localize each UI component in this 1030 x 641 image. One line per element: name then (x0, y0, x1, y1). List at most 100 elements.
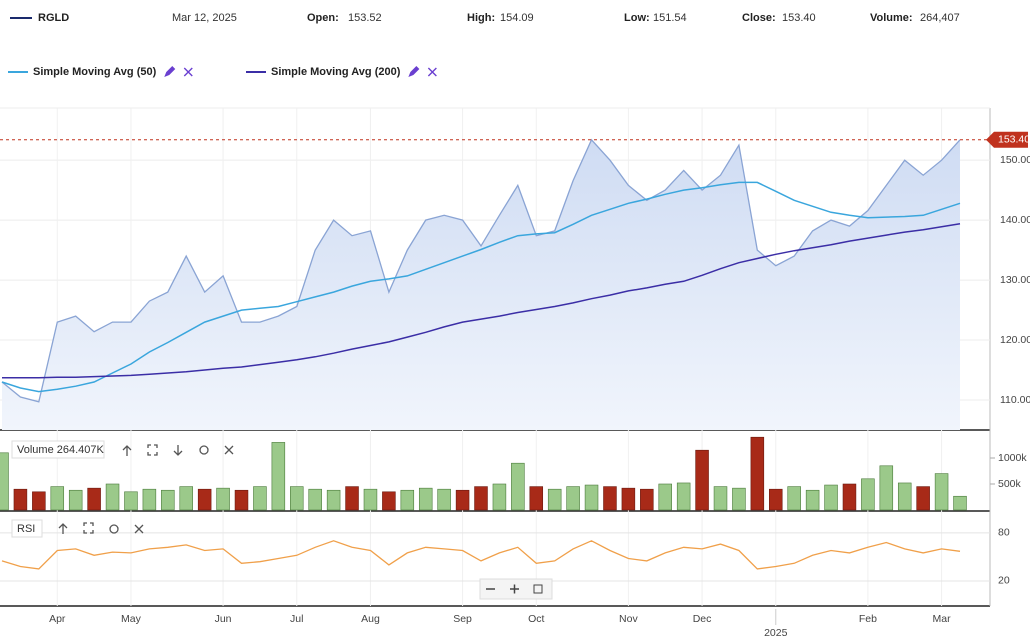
y-tick-label: 150.00 (1000, 154, 1030, 166)
volume-bar (695, 449, 709, 511)
price-line (1, 138, 961, 403)
volume-bar (437, 488, 451, 511)
y-tick-label: 80 (998, 527, 1010, 539)
remove-icon[interactable] (427, 67, 437, 77)
volume-bar (345, 486, 359, 511)
x-tick-label: Nov (619, 613, 638, 625)
volume-bar (382, 491, 396, 511)
y-tick-label: 20 (998, 575, 1010, 587)
volume-bar (492, 483, 507, 511)
volume-bar (584, 484, 599, 511)
volume-bar (805, 489, 820, 511)
volume-bar (547, 488, 562, 511)
stat-value: 151.54 (653, 12, 687, 24)
last-price-tag (986, 131, 1028, 148)
rsi-toolbar[interactable] (58, 522, 144, 534)
volume-bar (640, 488, 654, 511)
x-tick-label: Jul (290, 613, 303, 625)
date: Mar 12, 2025 (172, 12, 237, 24)
volume-bar (142, 488, 157, 511)
volume-bar (953, 495, 967, 511)
volume-bar (308, 488, 322, 511)
volume-bar (732, 487, 746, 511)
volume-bar (87, 487, 101, 511)
volume-bar (161, 489, 175, 511)
y-tick-label: 140.00 (1000, 214, 1030, 226)
volume-bar (750, 436, 765, 511)
x-tick-label: Dec (693, 613, 712, 625)
volume-bar (934, 473, 949, 511)
y-tick-label: 110.00 (1000, 394, 1030, 406)
volume-bar (769, 488, 783, 511)
volume-bar (879, 465, 894, 511)
x-tick-label: Sep (453, 613, 472, 625)
volume-bar (603, 486, 617, 511)
remove-icon[interactable] (183, 67, 193, 77)
volume-bar (105, 483, 120, 511)
volume-bar (363, 488, 378, 511)
edit-icon[interactable] (164, 66, 176, 77)
volume-bar (713, 486, 728, 511)
moving-average-line (1, 181, 961, 393)
volume-bar (787, 486, 801, 511)
zoom-controls[interactable] (479, 578, 553, 600)
rsi-title: RSI (17, 523, 35, 535)
volume-bar (197, 488, 212, 511)
volume-bar (566, 486, 580, 511)
volume-title: Volume 264.407K (17, 444, 105, 456)
volume-bar (658, 483, 672, 511)
stat-value: 153.52 (348, 12, 382, 24)
y-tick-label: 130.00 (1000, 274, 1030, 286)
x-tick-label: Mar (933, 613, 952, 625)
volume-bar (897, 482, 912, 511)
volume-bar (621, 487, 636, 511)
volume-bar (68, 489, 83, 511)
y-tick-label: 1000k (998, 452, 1027, 464)
volume-toolbar[interactable] (122, 444, 234, 456)
y-tick-label: 500k (998, 478, 1022, 490)
stat-label: Low: (624, 12, 650, 24)
volume-bar (253, 486, 267, 511)
volume-bar (271, 442, 286, 511)
volume-bar (455, 489, 470, 511)
volume-bar (216, 487, 230, 511)
moving-average-line (2, 222, 961, 379)
volume-bar (842, 483, 857, 511)
x-tick-label: Oct (528, 613, 544, 625)
rsi-line (1, 540, 961, 570)
plot: 110.00 120.00 130.00 140.00 150.00 Apr May Jun J… (0, 107, 1030, 639)
edit-icon[interactable] (408, 66, 420, 77)
volume-bar (824, 484, 838, 511)
legend-label: Simple Moving Avg (200) (271, 66, 401, 78)
volume-bar (290, 486, 304, 511)
volume-bar (511, 462, 525, 511)
y-tick-label: 120.00 (1000, 334, 1030, 346)
volume-bar (326, 489, 341, 511)
x-tick-label: May (121, 613, 142, 625)
volume-bar (234, 489, 249, 511)
stat-value: 264,407 (920, 12, 960, 24)
x-tick-label: 2025 (764, 627, 788, 639)
volume-bar (32, 491, 46, 511)
volume-bar (179, 486, 193, 511)
volume-label-bg (11, 440, 105, 459)
price-area (2, 139, 960, 431)
stat-label: Volume: (870, 12, 913, 24)
volume-bar (418, 487, 433, 511)
legend-label: Simple Moving Avg (50) (33, 66, 157, 78)
volume-bar (400, 489, 415, 511)
x-tick-label: Aug (361, 613, 380, 625)
legend: Simple Moving Avg (50) Simple Moving Avg … (8, 66, 437, 78)
stat-label: Close: (742, 12, 776, 24)
volume-bar (916, 486, 930, 511)
last-price-label: 153.40 (998, 134, 1030, 146)
volume-bar (13, 488, 28, 511)
volume-bar (124, 491, 138, 511)
symbol: RGLD (38, 12, 69, 24)
stat-label: Open: (307, 12, 339, 24)
x-tick-label: Jun (215, 613, 232, 625)
x-tick-label: Feb (859, 613, 877, 625)
volume-bar (474, 486, 488, 511)
x-tick-label: Apr (49, 613, 66, 625)
